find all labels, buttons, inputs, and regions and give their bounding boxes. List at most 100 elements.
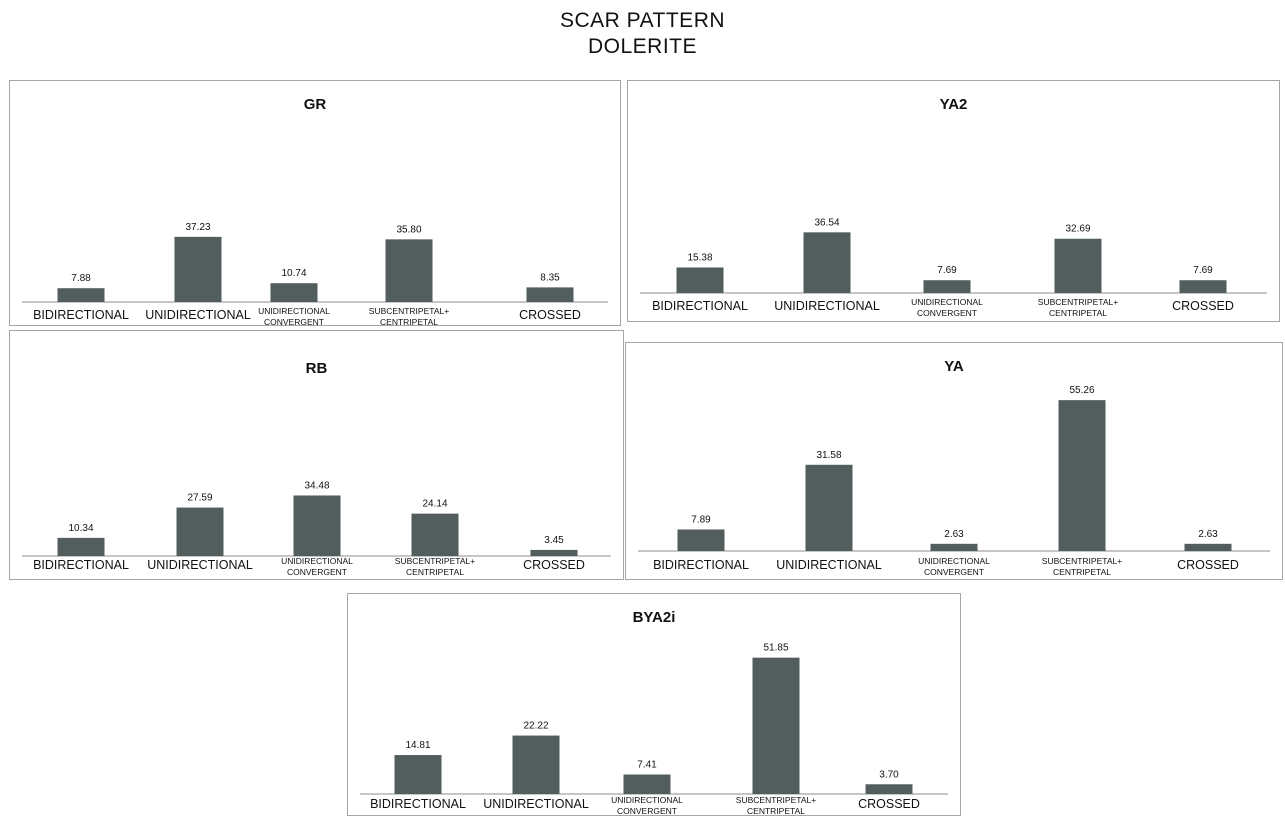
- bar: [270, 283, 318, 302]
- category-label: UNIDIRECTIONAL: [776, 558, 882, 572]
- bar: [1179, 280, 1227, 293]
- category-label: BIDIRECTIONAL: [370, 797, 466, 811]
- chart-svg: YA2 15.38 BIDIRECTIONAL 36.54 UNIDIRECTIONAL…: [640, 96, 1267, 318]
- figure-title-line-1: SCAR PATTERN: [559, 9, 726, 32]
- chart-panel-bya2i: BYA2i 14.81 BIDIRECTIONAL 22.22 UNIDIRECTION…: [347, 593, 961, 816]
- data-label: 51.85: [763, 643, 788, 654]
- bar: [865, 784, 913, 794]
- bar: [174, 236, 222, 302]
- bar: [1058, 400, 1106, 551]
- bar: [676, 267, 724, 293]
- chart-title: BYA2i: [633, 609, 676, 626]
- data-label: 2.63: [944, 529, 964, 540]
- data-label: 3.45: [544, 535, 564, 546]
- chart-panel-gr: GR 7.88 BIDIRECTIONAL 37.23 UNIDIRECTIONAL 10…: [9, 80, 621, 326]
- data-label: 2.63: [1198, 529, 1218, 540]
- category-label: CONVERGENT: [924, 567, 984, 577]
- bar: [411, 513, 459, 556]
- category-label: UNIDIRECTIONAL: [281, 556, 353, 566]
- bar: [677, 529, 725, 551]
- bar: [930, 543, 978, 551]
- category-label: CENTRIPETAL: [1053, 567, 1111, 577]
- bar: [176, 507, 224, 556]
- bar: [923, 280, 971, 293]
- data-label: 31.58: [816, 450, 841, 461]
- data-label: 7.69: [1193, 265, 1213, 276]
- data-label: 7.88: [71, 273, 91, 284]
- bar: [530, 549, 578, 556]
- bar: [752, 657, 800, 794]
- category-label: CROSSED: [519, 308, 581, 322]
- category-label: CONVERGENT: [617, 806, 677, 815]
- category-label: SUBCENTRIPETAL+: [736, 795, 816, 805]
- chart-title: GR: [304, 96, 327, 113]
- figure-title-line-2: DOLERITE: [587, 35, 698, 58]
- category-label: UNIDIRECTIONAL: [258, 306, 330, 316]
- bar: [385, 239, 433, 302]
- data-label: 27.59: [187, 493, 212, 504]
- category-label: CENTRIPETAL: [380, 317, 438, 325]
- category-label: UNIDIRECTIONAL: [145, 308, 251, 322]
- chart-panel-rb: RB 10.34 BIDIRECTIONAL 27.59 UNIDIRECTIONAL 3…: [9, 330, 624, 580]
- category-label: UNIDIRECTIONAL: [918, 556, 990, 566]
- chart-panel-ya: YA 7.89 BIDIRECTIONAL 31.58 UNIDIRECTIONAL 2.…: [625, 342, 1283, 580]
- category-label: UNIDIRECTIONAL: [774, 299, 880, 313]
- data-label: 3.70: [879, 769, 899, 780]
- data-label: 7.89: [691, 514, 711, 525]
- category-label: CROSSED: [858, 797, 920, 811]
- category-label: CONVERGENT: [917, 308, 977, 318]
- category-label: SUBCENTRIPETAL+: [1042, 556, 1122, 566]
- data-label: 10.74: [281, 268, 306, 279]
- bar: [394, 755, 442, 794]
- bar: [1184, 543, 1232, 551]
- chart-svg: BYA2i 14.81 BIDIRECTIONAL 22.22 UNIDIRECTION…: [360, 609, 948, 815]
- data-label: 24.14: [422, 499, 447, 510]
- chart-title: RB: [306, 360, 328, 377]
- category-label: SUBCENTRIPETAL+: [369, 306, 449, 316]
- category-label: UNIDIRECTIONAL: [483, 797, 589, 811]
- chart-title: YA: [944, 358, 964, 375]
- bar: [623, 774, 671, 794]
- data-label: 8.35: [540, 272, 560, 283]
- data-label: 22.22: [523, 721, 548, 732]
- chart-svg: GR 7.88 BIDIRECTIONAL 37.23 UNIDIRECTIONAL 10…: [22, 96, 608, 325]
- category-label: CENTRIPETAL: [406, 567, 464, 577]
- category-label: CROSSED: [1177, 558, 1239, 572]
- category-label: CONVERGENT: [264, 317, 324, 325]
- category-label: BIDIRECTIONAL: [652, 299, 748, 313]
- category-label: CONVERGENT: [287, 567, 347, 577]
- chart-svg: YA 7.89 BIDIRECTIONAL 31.58 UNIDIRECTIONAL 2.…: [638, 358, 1270, 577]
- data-label: 34.48: [304, 480, 329, 491]
- category-label: CROSSED: [1172, 299, 1234, 313]
- category-label: BIDIRECTIONAL: [653, 558, 749, 572]
- data-label: 15.38: [687, 252, 712, 263]
- bar: [57, 537, 105, 556]
- category-label: SUBCENTRIPETAL+: [1038, 297, 1118, 307]
- category-label: UNIDIRECTIONAL: [911, 297, 983, 307]
- bar: [805, 464, 853, 551]
- category-label: CROSSED: [523, 558, 585, 572]
- data-label: 35.80: [396, 224, 421, 235]
- category-label: CENTRIPETAL: [747, 806, 805, 815]
- bar: [803, 232, 851, 293]
- chart-svg: RB 10.34 BIDIRECTIONAL 27.59 UNIDIRECTIONAL 3…: [22, 360, 611, 577]
- bar: [512, 735, 560, 794]
- bar: [526, 287, 574, 302]
- category-label: UNIDIRECTIONAL: [611, 795, 683, 805]
- data-label: 36.54: [814, 217, 839, 228]
- category-label: UNIDIRECTIONAL: [147, 558, 253, 572]
- bar: [293, 495, 341, 556]
- chart-title: YA2: [940, 96, 968, 113]
- bar: [57, 288, 105, 302]
- data-label: 55.26: [1069, 385, 1094, 396]
- data-label: 10.34: [68, 523, 93, 534]
- category-label: SUBCENTRIPETAL+: [395, 556, 475, 566]
- bar: [1054, 238, 1102, 293]
- data-label: 32.69: [1065, 224, 1090, 235]
- data-label: 7.69: [937, 265, 957, 276]
- chart-panel-ya2: YA2 15.38 BIDIRECTIONAL 36.54 UNIDIRECTIONAL…: [627, 80, 1280, 322]
- category-label: BIDIRECTIONAL: [33, 308, 129, 322]
- category-label: CENTRIPETAL: [1049, 308, 1107, 318]
- data-label: 7.41: [637, 760, 657, 771]
- category-label: BIDIRECTIONAL: [33, 558, 129, 572]
